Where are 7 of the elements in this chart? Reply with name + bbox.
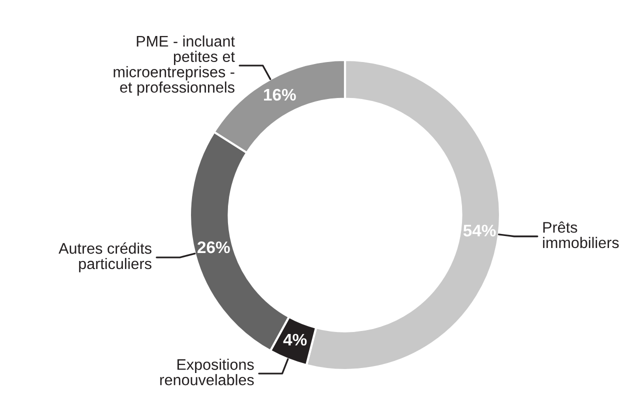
data-label: 26% xyxy=(198,241,230,254)
data-label: 4% xyxy=(283,334,307,346)
slice-label: Prêts immobiliers xyxy=(543,222,619,248)
data-label: 16% xyxy=(264,88,296,101)
slice-label: Expositions renouvelables xyxy=(160,358,254,386)
slice-label: PME - incluant petites et microentreprises - et professionnels xyxy=(114,35,235,96)
slice-label: Autres crédits particuliers xyxy=(58,242,152,272)
